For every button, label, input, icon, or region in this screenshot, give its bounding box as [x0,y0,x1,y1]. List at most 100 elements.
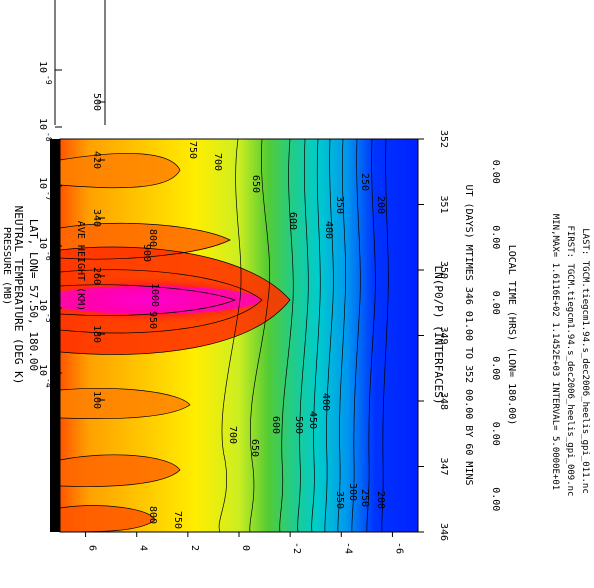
contour-line [366,139,376,532]
contour-label: 400 [320,393,331,411]
contour-label: 300 [347,483,358,501]
contour-line [60,454,181,487]
x-tick-label: 350 [438,261,449,279]
warm-lobe [60,505,155,532]
contour-line [311,139,321,532]
pressure-tick-label: 10 [37,299,48,311]
contour-label: 600 [270,416,281,434]
contour-line [60,388,191,419]
contour-label: 750 [187,141,198,159]
x-axis: 346 347 348 349 350 351 352 [418,130,449,541]
y-tick-label: 2 [189,545,200,551]
chart-subtitle: LAT, LON= 57.50, 180.00 [27,219,40,371]
y-axis-label: LN(P0/P) (INTERFACES) [432,265,445,404]
local-time-label: 0.00 [490,356,501,380]
contour-label: 500 [293,416,304,434]
pressure-tick-exponent: -6 [44,251,53,261]
contour-label: 350 [334,491,345,509]
x-tick-label: 351 [438,195,449,213]
contour-label: 250 [359,173,370,191]
contour-line [249,139,271,532]
pressure-tick-exponent: -9 [44,75,53,85]
height-tick-label: 260 [91,267,102,285]
y-tick-label: 0 [240,545,251,551]
x-tick-label: 347 [438,457,449,475]
contour-line [218,139,242,532]
warm-lobe [60,454,180,487]
contour-label: 750 [172,511,183,529]
contour-label: 200 [375,491,386,509]
contour-label: 1000 [149,283,160,307]
height-tick-label: 100 [91,391,102,409]
pressure-tick-label: 10 [37,177,48,189]
contour-label: 800 [147,229,158,247]
contour-label: 950 [147,311,158,329]
y-tick-label: -2 [291,542,302,554]
pressure-tick-label-group: 10-8 [37,118,53,142]
y-tick-label: 6 [87,545,98,551]
y-tick-label: 4 [138,545,149,551]
contour-line [279,139,294,532]
local-time-label: LOCAL TIME (HRS) (LON= 180.00) [506,245,517,426]
contour-labels: 2002503003504004505006006507007508009009… [141,141,386,529]
y-tick-label: -6 [393,542,404,554]
pressure-tick-label-group: 10-6 [37,237,53,261]
contour-label: 250 [359,489,370,507]
contour-line [60,246,291,355]
pressure-tick-label-group: 10-7 [37,177,53,201]
height-tick-label: 340 [91,209,102,227]
local-time-label: 0.00 [490,487,501,511]
height-axis-label: AVE HEIGHT (KM) [75,221,86,311]
footer-last: LAST: TGCM.tiegcm1.94.s_dec2006_heelis_g… [580,228,590,494]
pressure-tick-label: 10 [37,364,48,376]
pressure-tick-label-group: 10-4 [37,364,53,388]
x-tick-label: 349 [438,326,449,344]
contour-line [60,269,263,334]
height-tick-label: 420 [91,151,102,169]
local-time-label: 0.00 [490,160,501,184]
contour-label: 800 [147,506,158,524]
pressure-axis: 10-910-810-710-610-510-4 [37,61,62,388]
contour-lines [60,139,389,532]
pressure-tick-exponent: -5 [44,313,53,323]
contour-label: 600 [287,212,298,230]
pressure-tick-label-group: 10-5 [37,299,53,323]
y-tick-label: -4 [342,542,353,554]
local-time-label: 0.00 [490,422,501,446]
warm-lobe [60,153,180,188]
x-tick-label: 352 [438,130,449,148]
contour-label: 200 [375,196,386,214]
contour-label: 700 [227,426,238,444]
warm-lobe [60,388,190,419]
contour-label: 900 [141,244,152,262]
pressure-tick-label: 10 [37,118,48,130]
pressure-tick-label-group: 10-9 [37,61,53,85]
contour-line [324,139,334,532]
contour-label: 650 [249,439,260,457]
local-time-axis: 0.00 0.00 0.00 0.00 0.00 0.00 [490,160,501,512]
contour-label: 400 [323,221,334,239]
contour-line [337,139,347,532]
contour-line [297,139,309,532]
height-tick-label: 500 [91,93,102,111]
contour-line [60,284,237,316]
footer-first: FIRST: TGCM.tiegcm1.94.s_dec2006_heelis_… [565,226,575,497]
pressure-tick-exponent: -8 [44,132,53,142]
height-axis: 500 420 340 260 180 100 [91,93,105,409]
plot-top-band [50,139,60,532]
contour-label: 450 [307,411,318,429]
contour-label: 650 [250,175,261,193]
pressure-tick-label: 10 [37,237,48,249]
contour-line [351,139,361,532]
contour-label: 700 [212,153,223,171]
x-tick-label: 348 [438,392,449,410]
chart-title: NEUTRAL TEMPERATURE (DEG K) [12,206,25,385]
pressure-axis-label: PRESSURE (MB) [1,227,12,305]
y-axis: 6 4 2 0 -2 -4 -6 [85,532,404,554]
x-tick-label: 346 [438,523,449,541]
temperature-field [60,139,418,532]
local-time-label: 0.00 [490,225,501,249]
local-time-label: 0.00 [490,291,501,315]
